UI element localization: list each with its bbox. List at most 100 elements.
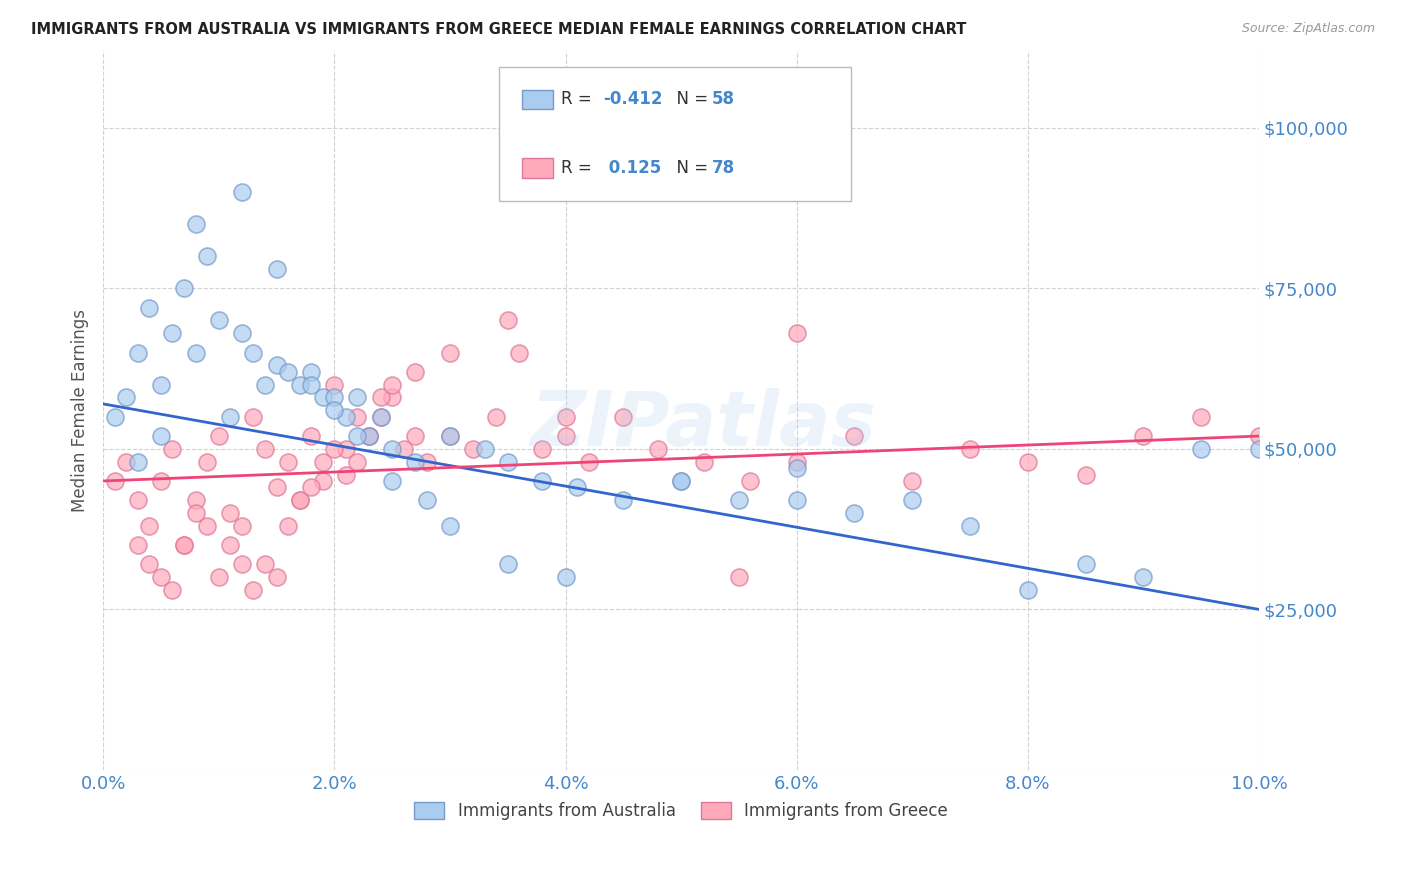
Point (669, 474, 692, 488)
Point (416, 493, 439, 508)
Text: -0.412: -0.412 (603, 90, 662, 109)
Point (381, 442, 404, 456)
Point (786, 461, 808, 475)
Point (496, 313, 519, 327)
Point (1189, 409, 1212, 424)
Text: ZIPatlas: ZIPatlas (531, 388, 877, 462)
Point (312, 455, 335, 469)
Point (312, 391, 335, 405)
Point (138, 519, 160, 533)
Point (231, 519, 253, 533)
Point (612, 493, 634, 508)
Point (149, 429, 172, 443)
Point (416, 455, 439, 469)
Point (1249, 429, 1271, 443)
Point (184, 345, 207, 359)
Point (474, 442, 496, 456)
Point (231, 326, 253, 341)
Point (323, 442, 346, 456)
Point (242, 583, 264, 598)
Point (173, 538, 195, 552)
Point (127, 345, 149, 359)
Point (323, 403, 346, 417)
Point (554, 409, 576, 424)
Point (299, 429, 322, 443)
Legend: Immigrants from Australia, Immigrants from Greece: Immigrants from Australia, Immigrants fr… (408, 795, 955, 826)
Point (647, 442, 669, 456)
Text: N =: N = (666, 159, 714, 178)
Point (277, 519, 299, 533)
Text: Source: ZipAtlas.com: Source: ZipAtlas.com (1241, 22, 1375, 36)
Point (335, 409, 357, 424)
Point (288, 493, 311, 508)
Text: IMMIGRANTS FROM AUSTRALIA VS IMMIGRANTS FROM GREECE MEDIAN FEMALE EARNINGS CORRE: IMMIGRANTS FROM AUSTRALIA VS IMMIGRANTS … (31, 22, 966, 37)
Point (728, 493, 751, 508)
Point (554, 570, 576, 584)
Point (901, 474, 924, 488)
Point (392, 442, 415, 456)
Point (578, 455, 600, 469)
Point (370, 409, 392, 424)
Point (184, 506, 207, 520)
Point (404, 455, 426, 469)
Text: 0.125: 0.125 (603, 159, 661, 178)
Point (219, 506, 242, 520)
Point (346, 391, 368, 405)
Point (219, 538, 242, 552)
Point (612, 409, 634, 424)
Point (127, 493, 149, 508)
Point (1017, 583, 1039, 598)
Point (277, 455, 299, 469)
Point (115, 391, 138, 405)
Point (253, 558, 276, 572)
Point (496, 558, 519, 572)
Point (554, 429, 576, 443)
Text: 58: 58 (711, 90, 734, 109)
Point (1132, 429, 1154, 443)
Point (219, 409, 242, 424)
Point (184, 493, 207, 508)
Point (195, 249, 218, 263)
Point (104, 474, 127, 488)
Point (242, 345, 264, 359)
Point (266, 262, 288, 277)
Point (959, 519, 981, 533)
Point (323, 391, 346, 405)
Point (127, 455, 149, 469)
Point (439, 429, 461, 443)
Point (439, 429, 461, 443)
Point (173, 538, 195, 552)
Point (138, 301, 160, 315)
Point (173, 281, 195, 295)
Point (1189, 442, 1212, 456)
Point (323, 377, 346, 392)
Point (1074, 558, 1097, 572)
Point (253, 377, 276, 392)
Point (901, 493, 924, 508)
Point (381, 391, 404, 405)
Point (149, 474, 172, 488)
Point (728, 570, 751, 584)
Point (693, 455, 716, 469)
Text: R =: R = (561, 90, 598, 109)
Point (740, 474, 762, 488)
Point (370, 391, 392, 405)
Point (266, 480, 288, 494)
Point (208, 429, 231, 443)
Point (1074, 467, 1097, 482)
Point (1132, 570, 1154, 584)
Point (299, 365, 322, 379)
Point (149, 570, 172, 584)
Point (162, 326, 184, 341)
Point (162, 442, 184, 456)
Point (404, 429, 426, 443)
Point (184, 217, 207, 231)
Text: R =: R = (561, 159, 598, 178)
Point (195, 455, 218, 469)
Point (357, 429, 380, 443)
Point (1249, 442, 1271, 456)
Point (208, 570, 231, 584)
Point (242, 409, 264, 424)
Point (299, 377, 322, 392)
Point (531, 442, 554, 456)
